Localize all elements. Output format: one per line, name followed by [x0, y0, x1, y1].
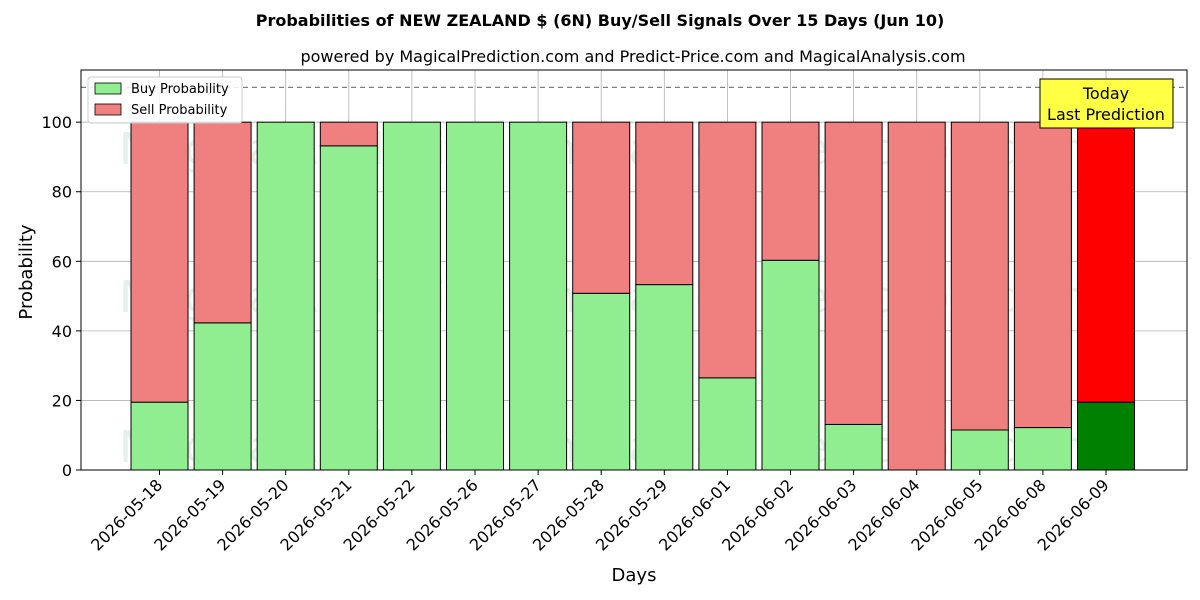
- bar-buy-2026-05-20: [256, 121, 315, 471]
- today-annotation-line1: Today: [1082, 84, 1129, 103]
- today-annotation: Today Last Prediction: [1039, 78, 1174, 129]
- bar-sell-2026-06-05: [950, 121, 1009, 431]
- bar-buy-2026-05-18: [130, 401, 189, 471]
- bar-buy-2026-06-03: [824, 423, 883, 471]
- bar-buy-2026-05-22: [382, 121, 441, 471]
- bar-sell-2026-05-21: [319, 121, 378, 147]
- bar-sell-2026-06-03: [824, 121, 883, 425]
- bar-buy-2026-06-01: [698, 377, 757, 471]
- y-tick-label-0: 0: [62, 461, 72, 480]
- y-tick-label-5: 100: [41, 113, 72, 132]
- x-axis-ticks: 2026-05-182026-05-192026-05-202026-05-21…: [87, 470, 1113, 555]
- legend-box: [87, 76, 243, 124]
- y-tick-label-3: 60: [52, 252, 72, 271]
- bars: [130, 121, 1135, 471]
- x-axis-label: Days: [612, 565, 657, 586]
- y-tick-label-1: 20: [52, 391, 72, 410]
- bar-buy-2026-06-05: [950, 429, 1009, 471]
- today-annotation-box: [1039, 78, 1174, 129]
- bar-buy-2026-05-28: [572, 292, 631, 471]
- legend-label-sell: Sell Probability: [131, 103, 228, 118]
- plot-frame: [80, 69, 1188, 471]
- bar-buy-2026-06-08: [1013, 427, 1072, 471]
- bar-sell-2026-05-29: [635, 121, 694, 286]
- bar-sell-2026-06-08: [1013, 121, 1072, 429]
- bar-sell-2026-05-19: [193, 121, 252, 324]
- chart-title: Probabilities of NEW ZEALAND $ (6N) Buy/…: [256, 11, 945, 30]
- bar-sell-2026-06-04: [887, 121, 946, 471]
- y-tick-label-4: 80: [52, 183, 72, 202]
- bar-sell-2026-06-01: [698, 121, 757, 379]
- y-tick-label-2: 40: [52, 322, 72, 341]
- bar-buy-2026-05-27: [509, 121, 568, 471]
- bar-buy-2026-06-09: [1077, 401, 1135, 471]
- bar-sell-2026-06-09: [1077, 121, 1135, 403]
- y-axis-label: Probability: [16, 224, 37, 319]
- bar-sell-2026-05-18: [130, 121, 189, 403]
- today-annotation-line2: Last Prediction: [1047, 105, 1165, 124]
- y-axis-ticks: 0 20 40 60 80 100: [41, 113, 81, 480]
- bar-sell-2026-06-02: [761, 121, 820, 261]
- legend-label-buy: Buy Probability: [131, 82, 229, 97]
- bar-buy-2026-05-19: [193, 322, 252, 471]
- legend-swatch-buy: [94, 82, 122, 95]
- legend: Buy Probability Sell Probability: [87, 76, 243, 124]
- bar-buy-2026-05-26: [446, 121, 504, 471]
- bar-buy-2026-05-29: [635, 284, 694, 471]
- legend-swatch-sell: [94, 103, 122, 116]
- bar-sell-2026-05-28: [572, 121, 631, 294]
- chart-subtitle: powered by MagicalPrediction.com and Pre…: [300, 47, 965, 66]
- bar-buy-2026-06-02: [761, 259, 820, 471]
- bar-buy-2026-05-21: [319, 145, 378, 471]
